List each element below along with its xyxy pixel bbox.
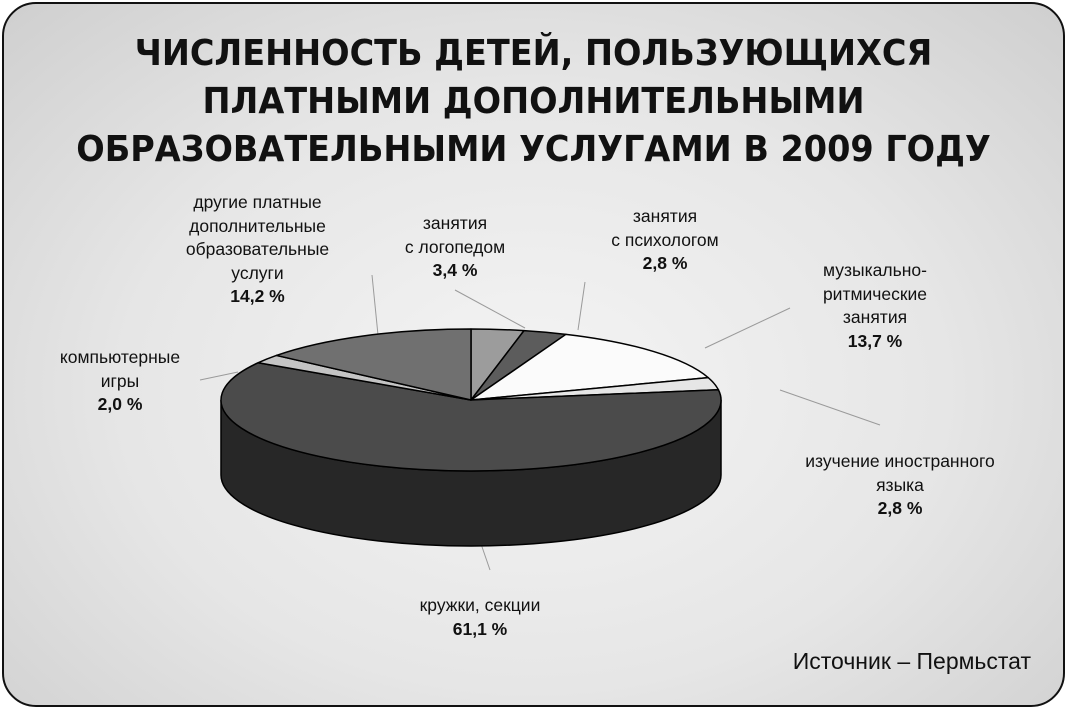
label-line: музыкально- bbox=[823, 260, 927, 280]
label-line: образовательные bbox=[185, 239, 330, 259]
label-line: занятия bbox=[632, 206, 698, 226]
data-label: 2,8 % bbox=[877, 498, 923, 518]
leader-line bbox=[577, 281, 586, 331]
data-label: 13,7 % bbox=[847, 330, 903, 351]
label-line: игры bbox=[100, 370, 140, 391]
pie-slice bbox=[470, 333, 710, 401]
data-label: 14,2 % bbox=[230, 286, 285, 306]
title-line: ПЛАТНЫМИ ДОПОЛНИТЕЛЬНЫМИ bbox=[202, 81, 865, 122]
label-line: кружки, секции bbox=[419, 595, 541, 615]
data-label: 3,4 % bbox=[432, 260, 478, 280]
data-label: 2,0 % bbox=[97, 394, 143, 414]
label-line: с логопедом bbox=[404, 236, 506, 257]
label-language: изучение иностранного языка 2,8 % bbox=[775, 450, 1025, 521]
pie-slice bbox=[275, 328, 472, 401]
label-line: компьютерные bbox=[59, 347, 181, 367]
leader-line bbox=[779, 389, 881, 426]
leader-line bbox=[371, 274, 379, 336]
label-music: музыкально- ритмические занятия 13,7 % bbox=[790, 259, 960, 353]
label-line: с психологом bbox=[611, 229, 719, 250]
title-line: ОБРАЗОВАТЕЛЬНЫМИ УСЛУГАМИ В 2009 ГОДУ bbox=[76, 129, 991, 170]
leader-line bbox=[704, 307, 791, 349]
label-line: ритмические bbox=[822, 283, 928, 304]
data-label: 2,8 % bbox=[642, 253, 688, 273]
title-line: ЧИСЛЕННОСТЬ ДЕТЕЙ, ПОЛЬЗУЮЩИХСЯ bbox=[134, 33, 933, 74]
label-line: изучение иностранного bbox=[805, 451, 995, 471]
label-computer-games: компьютерные игры 2,0 % bbox=[30, 346, 210, 417]
label-clubs: кружки, секции 61,1 % bbox=[380, 594, 580, 641]
pie-slice bbox=[220, 361, 722, 472]
label-line: услуги bbox=[231, 262, 284, 283]
leader-line bbox=[454, 289, 526, 329]
chart-title: ЧИСЛЕННОСТЬ ДЕТЕЙ, ПОЛЬЗУЮЩИХСЯ ПЛАТНЫМИ… bbox=[37, 30, 1029, 174]
label-line: языка bbox=[876, 474, 924, 495]
label-line: дополнительные bbox=[189, 215, 326, 236]
source-note: Источник – Пермьстат bbox=[792, 648, 1031, 674]
label-line: другие платные bbox=[193, 192, 322, 212]
leader-line bbox=[199, 371, 239, 381]
label-psychologist: занятия с психологом 2,8 % bbox=[590, 205, 740, 276]
data-label: 61,1 % bbox=[452, 618, 508, 639]
label-other: другие платные дополнительные образовате… bbox=[160, 191, 355, 309]
label-line: занятия bbox=[422, 213, 488, 233]
label-speech-therapist: занятия с логопедом 3,4 % bbox=[380, 212, 530, 283]
label-line: занятия bbox=[842, 307, 908, 327]
